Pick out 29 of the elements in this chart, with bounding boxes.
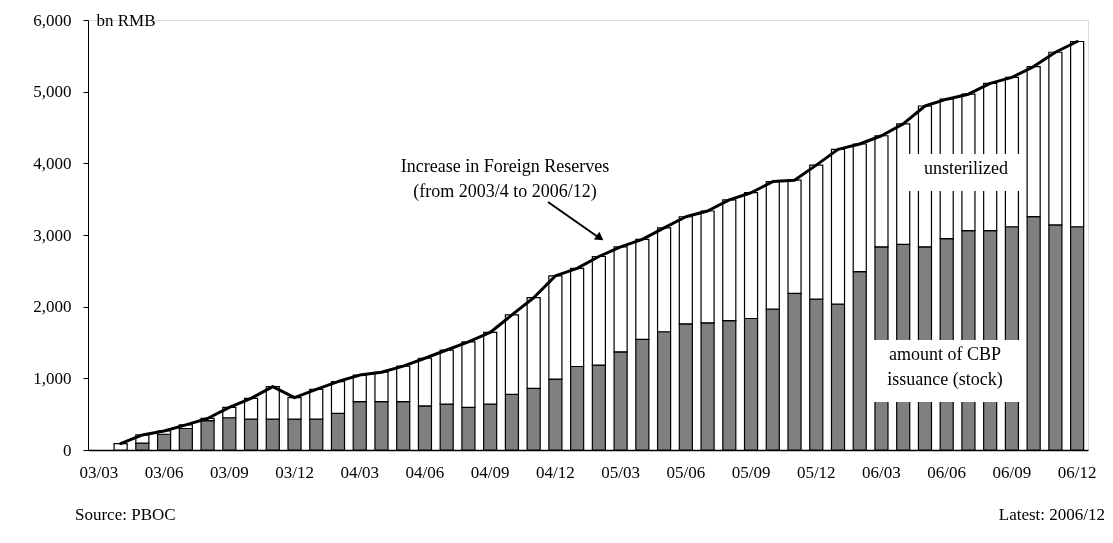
- x-tick-label: 04/12: [536, 462, 575, 482]
- x-tick-label: 06/09: [992, 462, 1032, 482]
- x-tick-label: 03/06: [144, 462, 184, 482]
- text: Increase in Foreign Reserves (from 2003/4 to 2006/12): [400, 156, 610, 202]
- x-tick-label: 04/03: [340, 462, 380, 482]
- x-tick-label: 03/03: [79, 462, 119, 482]
- x-tick-label: 05/09: [731, 462, 771, 482]
- series-label: unsterilized: [924, 158, 1008, 178]
- x-tick-label: 04/06: [405, 462, 445, 482]
- x-tick-label: 06/06: [927, 462, 967, 482]
- y-tick-label: 2,000: [33, 297, 72, 317]
- x-tick-label: 03/12: [275, 462, 314, 482]
- y-axis-title: bn RMB: [96, 10, 156, 30]
- x-tick-label: 05/06: [666, 462, 706, 482]
- y-tick-label: 4,000: [33, 153, 72, 173]
- source-note: Source: PBOC: [75, 505, 176, 524]
- y-tick-label: 1,000: [33, 368, 72, 388]
- text: Latest: 2006/12: [998, 505, 1105, 524]
- y-tick-label: 3,000: [33, 225, 72, 245]
- x-tick-label: 04/09: [470, 462, 510, 482]
- x-tick-label: 06/03: [862, 462, 901, 482]
- y-tick-label: 5,000: [33, 82, 72, 102]
- y-tick-label: 0: [63, 440, 72, 460]
- x-tick-label: 06/12: [1057, 462, 1097, 482]
- x-tick-label: 05/03: [601, 462, 640, 482]
- y-tick-label: 6,000: [33, 10, 72, 30]
- x-tick-label: 05/12: [796, 462, 836, 482]
- series-label: amount of CBP issuance (stock): [887, 344, 1003, 390]
- x-tick-label: 03/09: [209, 462, 249, 482]
